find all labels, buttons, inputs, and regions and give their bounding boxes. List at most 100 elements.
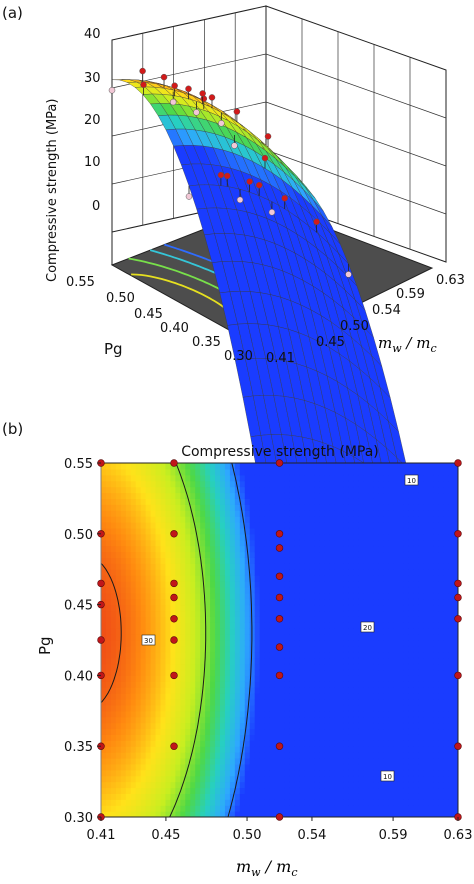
- heat-cell: [433, 799, 439, 806]
- heat-cell: [254, 498, 261, 505]
- heat-cell: [140, 551, 147, 558]
- contour-label-box: [360, 621, 375, 633]
- heat-cell: [205, 622, 211, 629]
- heat-cell: [254, 504, 261, 511]
- heat-cell: [408, 539, 414, 547]
- heat-cell: [304, 640, 310, 647]
- heat-cell: [339, 634, 345, 641]
- heat-cell: [343, 634, 350, 641]
- heat-cell: [155, 569, 162, 576]
- heat-cell: [319, 628, 325, 635]
- heat-cell: [294, 651, 300, 659]
- heat-cell: [329, 793, 335, 800]
- heat-cell: [388, 468, 395, 476]
- heat-cell: [264, 681, 271, 688]
- heat-cell: [343, 704, 350, 712]
- heat-cell: [200, 769, 206, 777]
- heat-cell: [105, 675, 112, 682]
- heat-cell: [368, 575, 375, 582]
- heat-cell: [388, 704, 395, 712]
- heat-cell: [279, 704, 286, 712]
- heat-cell: [180, 675, 186, 682]
- design-point-3d: [246, 178, 253, 185]
- heat-cell: [110, 693, 117, 700]
- heat-cell: [210, 586, 216, 594]
- heat-cell: [368, 657, 375, 665]
- heat-cell: [185, 516, 191, 523]
- heat-cell: [353, 527, 360, 535]
- heat-cell: [433, 734, 439, 741]
- heat-cell: [180, 640, 186, 647]
- heat-cell: [309, 510, 315, 517]
- heat-cell: [433, 557, 439, 564]
- heat-cell: [309, 805, 315, 812]
- heat-cell: [358, 799, 365, 806]
- heat-cell: [284, 628, 291, 635]
- heat-cell: [299, 752, 305, 759]
- heat-cell: [343, 752, 350, 759]
- heat-cell: [418, 763, 424, 771]
- heat-cell: [348, 604, 355, 612]
- heat-cell: [130, 640, 137, 647]
- heat-cell: [319, 675, 325, 682]
- heat-cell: [329, 734, 335, 741]
- design-point: [170, 671, 178, 680]
- heat-cell: [180, 557, 186, 564]
- heat-cell: [408, 628, 414, 635]
- heat-cell: [428, 716, 434, 724]
- heat-cell: [279, 716, 286, 724]
- heat-cell: [101, 716, 107, 724]
- heat-cell: [210, 634, 216, 641]
- heat-cell: [304, 781, 310, 789]
- heat-cell: [254, 758, 261, 765]
- heat-cell: [220, 699, 226, 706]
- heat-cell: [234, 468, 241, 476]
- heat-cell: [314, 545, 320, 553]
- heat-cell: [244, 533, 251, 541]
- heat-cell: [229, 581, 236, 588]
- heat-cell: [353, 586, 360, 594]
- heat-cell: [160, 527, 167, 535]
- pg-axis-title-3d: Pg: [104, 340, 123, 358]
- heat-cell: [101, 492, 107, 499]
- heat-cell: [453, 781, 458, 789]
- heat-cell: [175, 657, 181, 665]
- heat-cell: [110, 598, 117, 606]
- heat-cell: [339, 598, 345, 606]
- heat-cell: [368, 752, 375, 759]
- heat-cell: [220, 592, 226, 600]
- heat-cell: [334, 604, 340, 612]
- heat-cell: [105, 539, 112, 547]
- heat-cell: [155, 693, 162, 700]
- pg-tick-label: 0.35: [192, 335, 221, 350]
- heat-cell: [150, 799, 157, 806]
- heat-cell: [160, 480, 167, 488]
- heat-cell: [220, 763, 226, 771]
- heat-cell: [150, 533, 157, 541]
- heat-cell: [249, 805, 256, 812]
- heat-cell: [155, 699, 162, 706]
- heat-cell: [115, 811, 122, 817]
- heat-cell: [175, 769, 181, 777]
- heat-cell: [403, 539, 410, 547]
- heat-cell: [284, 516, 291, 523]
- heat-cell: [448, 781, 454, 789]
- heat-cell: [115, 492, 122, 499]
- heat-cell: [215, 610, 221, 617]
- heat-cell: [195, 781, 201, 789]
- heat-cell: [115, 793, 122, 800]
- heat-cell: [348, 486, 355, 494]
- heat-cell: [130, 628, 137, 635]
- heat-cell: [234, 663, 241, 671]
- heat-cell: [319, 734, 325, 741]
- heat-cell: [324, 775, 330, 783]
- heat-cell: [210, 616, 216, 623]
- heat-cell: [329, 722, 335, 730]
- heat-cell: [205, 486, 211, 494]
- heat-cell: [383, 752, 390, 759]
- heat-cell: [309, 486, 315, 494]
- heat-cell: [353, 504, 360, 511]
- heat-cell: [130, 463, 137, 470]
- heat-cell: [324, 763, 330, 771]
- heat-cell: [125, 775, 132, 783]
